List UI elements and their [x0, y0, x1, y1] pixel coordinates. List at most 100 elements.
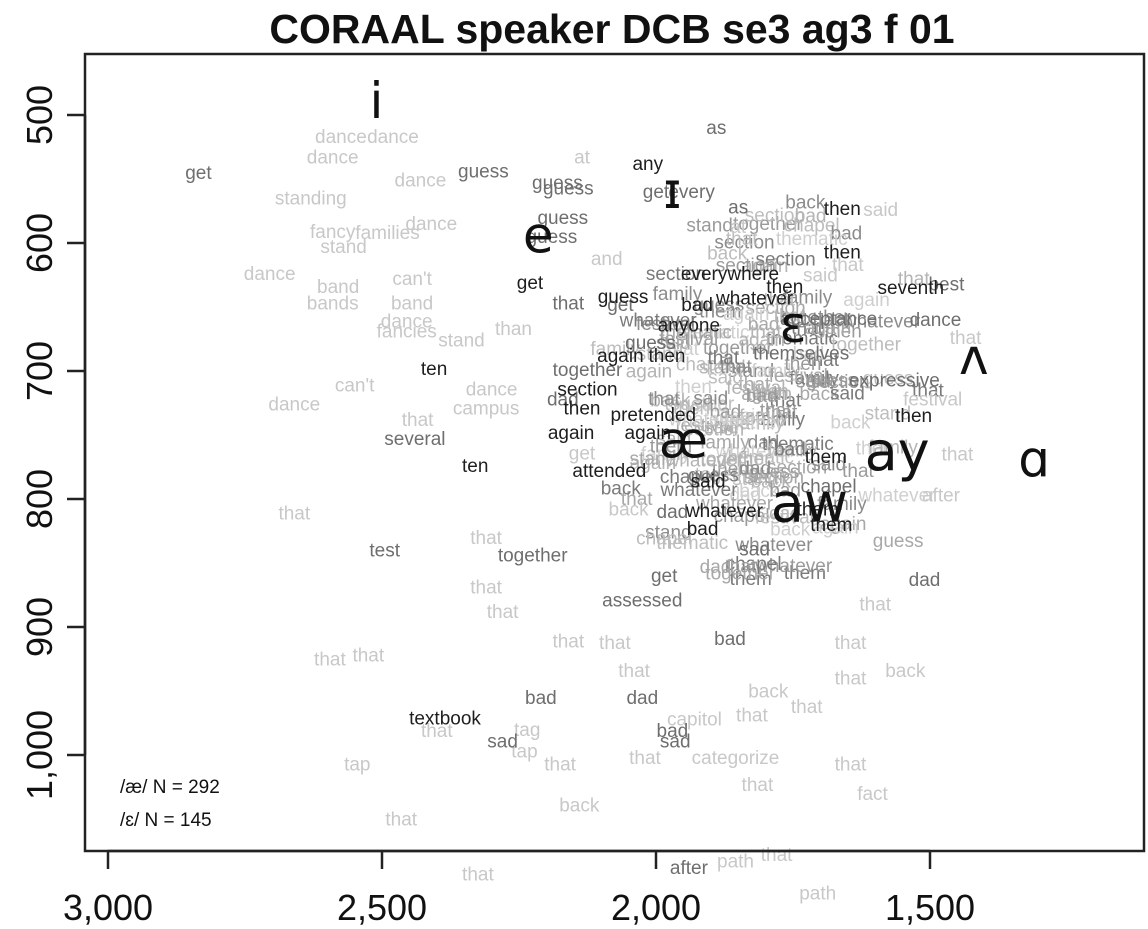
token-label: campus — [453, 399, 520, 420]
cloud-token: stand — [699, 358, 745, 379]
token-label: dance — [268, 395, 320, 416]
cloud-token: again — [741, 384, 788, 405]
token-label: them — [810, 515, 852, 536]
token-label: standing — [275, 189, 347, 210]
cloud-token: thematic — [776, 229, 848, 250]
cloud-token: thematic — [722, 447, 794, 468]
token-label: path — [799, 884, 836, 905]
cloud-token: whatever — [857, 486, 936, 507]
token-label: dance — [381, 312, 433, 333]
cloud-token: section — [716, 256, 776, 277]
x-axis: 3,000 2,500 2,000 1,500 — [63, 849, 975, 928]
token-label: get — [569, 443, 596, 464]
cloud-token: back — [785, 193, 826, 214]
token-label: bad — [714, 629, 746, 650]
token-label: that — [835, 669, 867, 690]
token-label: that — [942, 445, 974, 466]
cloud-token: whatever — [665, 451, 744, 472]
token-label: that — [314, 649, 346, 670]
token-label: categorize — [692, 748, 780, 769]
token-label: that — [629, 748, 661, 769]
cloud-token: bad — [774, 439, 806, 460]
cloud-token: family — [653, 284, 703, 305]
cloud-token: section — [745, 298, 805, 319]
cloud-token: together — [705, 563, 775, 584]
token-label: bad — [657, 721, 689, 742]
token-label: get — [517, 273, 544, 294]
token-label: back — [559, 795, 600, 816]
cloud-token: stand — [865, 404, 911, 425]
cloud-token: chapel — [714, 506, 770, 527]
cloud-token: family — [751, 361, 801, 382]
token-label: that — [552, 632, 584, 653]
cloud-token: bad — [769, 480, 801, 501]
token-label: path — [717, 852, 754, 873]
cloud-token: that — [766, 402, 798, 423]
cloud-token: family — [734, 414, 784, 435]
cloud-token: that — [912, 380, 944, 401]
token-label: again — [625, 423, 672, 444]
token-label: families — [355, 223, 419, 244]
cloud-token: back — [830, 413, 871, 434]
token-label: that — [544, 754, 576, 775]
token-label: again — [548, 423, 595, 444]
cloud-token: back — [770, 520, 811, 541]
vowel-mean-label: ɛ — [779, 296, 806, 354]
cloud-token: back — [707, 243, 748, 264]
y-axis: 500 600 700 800 900 1,000 — [19, 85, 87, 800]
cloud-token: again — [738, 330, 785, 351]
token-label: then — [895, 406, 932, 427]
token-label: said — [691, 472, 726, 493]
cloud-token: bad — [746, 386, 778, 407]
cloud-token: dad — [739, 458, 771, 479]
token-label: that — [835, 633, 867, 654]
token-label: that — [421, 721, 453, 742]
cloud-token: together — [831, 335, 901, 356]
cloud-token: stand — [686, 215, 732, 236]
cloud-token: family — [789, 368, 839, 389]
cloud-token: section — [767, 457, 827, 478]
cloud-token: whatever — [668, 410, 747, 431]
token-label: after — [922, 486, 961, 507]
token-label: guess — [543, 178, 594, 199]
cloud-token: bad — [793, 344, 825, 365]
token-label: dance — [910, 310, 962, 331]
cloud-token: dad — [748, 432, 780, 453]
cloud-token: then — [673, 399, 710, 420]
vowel-mean-label: ɪ — [663, 162, 682, 220]
vowel-mean-label: ɑ — [1018, 431, 1050, 489]
cloud-token: section — [755, 249, 815, 270]
cloud-token: said — [656, 333, 691, 354]
token-label: fancy — [310, 222, 356, 243]
token-label: that — [352, 646, 384, 667]
token-label: dance — [395, 171, 447, 192]
token-label: that — [470, 578, 502, 599]
cloud-token: section — [809, 372, 869, 393]
cloud-token: them — [784, 563, 826, 584]
token-label: said — [803, 265, 838, 286]
vowel-mean-label: aw — [771, 471, 848, 534]
token-label: can't — [335, 376, 375, 397]
token-label: tag — [514, 720, 540, 741]
token-label: and — [591, 249, 623, 270]
cloud-token: together — [703, 338, 773, 359]
token-label: ten — [462, 456, 488, 477]
token-label: capitol — [667, 710, 722, 731]
token-label: dad — [657, 502, 689, 523]
token-label: at — [574, 148, 591, 169]
vowel-mean-label: æ — [659, 411, 708, 469]
token-label: dance — [315, 127, 367, 148]
token-label: sad — [739, 539, 770, 560]
vowel-mean-labels: i ɪ e ɛ ʌ æ ay ɑ aw — [370, 72, 1050, 534]
token-label: whatever — [715, 288, 794, 309]
cloud-token: guess — [806, 370, 857, 391]
cloud-token: that — [760, 400, 792, 421]
token-label: festival — [903, 390, 962, 411]
cloud-token: that — [807, 350, 839, 371]
cloud-token: stand — [732, 469, 778, 490]
token-label: than — [495, 319, 532, 340]
cloud-token: family — [817, 494, 867, 515]
token-label: said — [863, 200, 898, 221]
token-label: that — [761, 845, 793, 866]
token-label: back — [748, 681, 789, 702]
